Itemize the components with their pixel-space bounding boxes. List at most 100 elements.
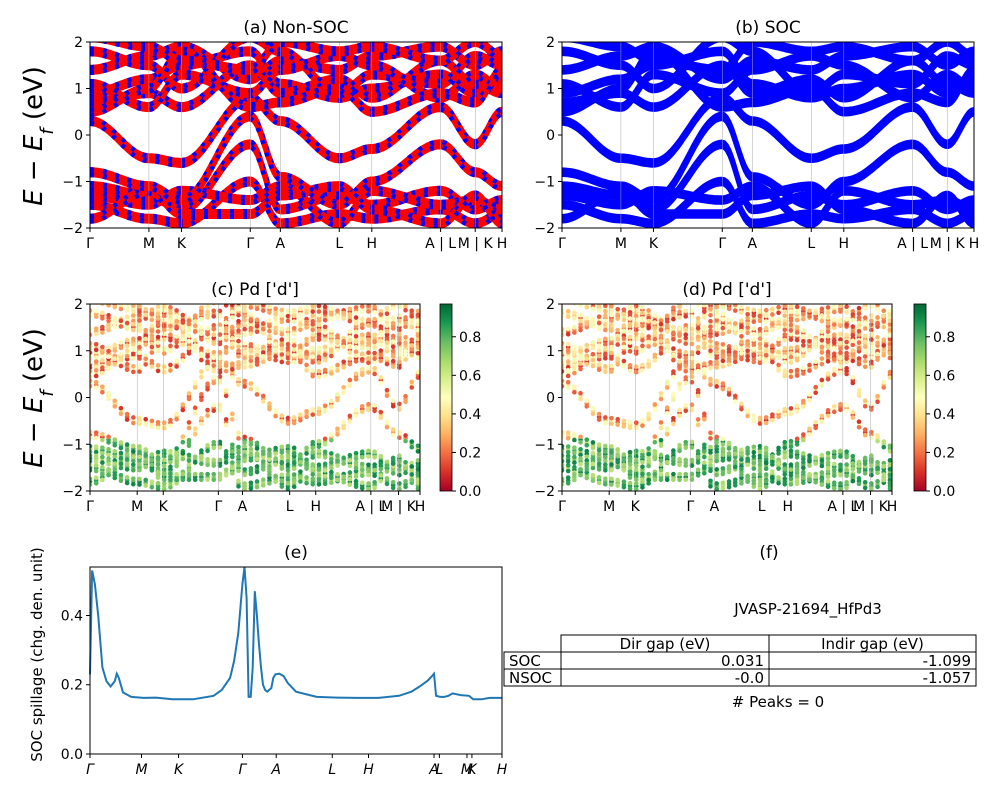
band-point	[155, 316, 161, 321]
band-point	[106, 366, 111, 372]
band-point	[782, 368, 788, 373]
band-point	[359, 366, 365, 372]
band-point	[615, 362, 620, 367]
band-point	[347, 313, 353, 318]
band-point	[807, 368, 812, 373]
band-point	[562, 332, 565, 338]
band-point	[621, 418, 627, 424]
band-point	[329, 316, 334, 322]
band-point	[168, 317, 173, 323]
band-point	[844, 332, 849, 338]
band-point	[341, 359, 346, 365]
band-point	[347, 463, 353, 469]
band-point	[186, 351, 192, 356]
band-point	[93, 373, 99, 379]
band-point	[565, 326, 571, 331]
band-point	[633, 323, 639, 328]
band-point	[751, 346, 757, 352]
band-point	[329, 365, 334, 371]
band-point	[366, 364, 371, 370]
band-point	[403, 470, 408, 476]
band-line	[90, 42, 502, 75]
band-point	[732, 459, 738, 464]
band-point	[118, 357, 124, 363]
band-point	[633, 477, 639, 483]
band-point	[143, 336, 148, 342]
band-point	[242, 355, 247, 361]
x-tick-label: M | K	[381, 499, 417, 515]
band-point	[640, 338, 645, 343]
band-point	[726, 479, 732, 484]
band-point	[230, 345, 235, 350]
band-point	[603, 318, 608, 324]
band-point	[683, 375, 689, 380]
band-point	[572, 358, 577, 363]
band-point	[316, 476, 322, 482]
band-point	[131, 458, 136, 464]
band-point	[714, 440, 719, 445]
band-point	[720, 452, 726, 458]
band-point	[677, 354, 682, 359]
y-tick-label: 2	[546, 297, 555, 313]
band-point	[609, 444, 614, 449]
ylabel-unit: (eV)	[19, 328, 49, 390]
band-point	[316, 331, 322, 337]
band-point	[825, 333, 831, 339]
band-point	[390, 404, 396, 409]
band-point	[695, 449, 701, 454]
band-point	[285, 341, 291, 347]
band-point	[788, 411, 794, 417]
band-line	[90, 111, 502, 205]
band-point	[745, 451, 750, 456]
band-point	[776, 466, 781, 471]
band-point	[168, 323, 173, 329]
band-point	[174, 411, 179, 416]
band-point	[763, 347, 769, 352]
band-point	[384, 419, 390, 424]
band-point	[93, 444, 99, 449]
band-point	[652, 456, 658, 462]
band-point	[254, 356, 260, 362]
band-point	[677, 471, 682, 477]
band-point	[801, 469, 806, 475]
band-point	[118, 363, 124, 369]
band-point	[562, 374, 565, 380]
band-point	[590, 351, 596, 357]
band-point	[763, 359, 769, 365]
band-point	[260, 454, 266, 460]
band-point	[223, 363, 229, 368]
band-point	[341, 384, 346, 390]
band-point	[844, 322, 849, 327]
band-point	[310, 304, 316, 309]
band-point	[609, 350, 614, 356]
band-point	[609, 369, 614, 374]
band-point	[100, 296, 105, 301]
band-point	[562, 449, 565, 455]
band-point	[770, 312, 775, 317]
band-point	[677, 364, 682, 370]
band-point	[254, 347, 260, 352]
band-point	[869, 453, 874, 458]
band-point	[335, 392, 340, 397]
band-point	[93, 355, 99, 360]
band-point	[397, 435, 402, 441]
band-point	[397, 463, 402, 469]
band-point	[254, 464, 260, 469]
band-point	[106, 461, 111, 467]
band-point	[831, 304, 837, 309]
band-point	[335, 471, 340, 477]
band-point	[757, 477, 763, 483]
band-point	[831, 309, 837, 315]
band-point	[143, 422, 148, 428]
band-point	[757, 313, 763, 319]
band-point	[353, 474, 359, 479]
band-line	[562, 179, 974, 226]
band-point	[124, 343, 130, 349]
band-point	[646, 463, 651, 469]
band-point	[782, 412, 788, 417]
band-point	[788, 454, 794, 459]
band-point	[100, 445, 105, 450]
band-point	[887, 466, 892, 472]
band-point	[596, 356, 602, 362]
band-point	[180, 471, 186, 477]
